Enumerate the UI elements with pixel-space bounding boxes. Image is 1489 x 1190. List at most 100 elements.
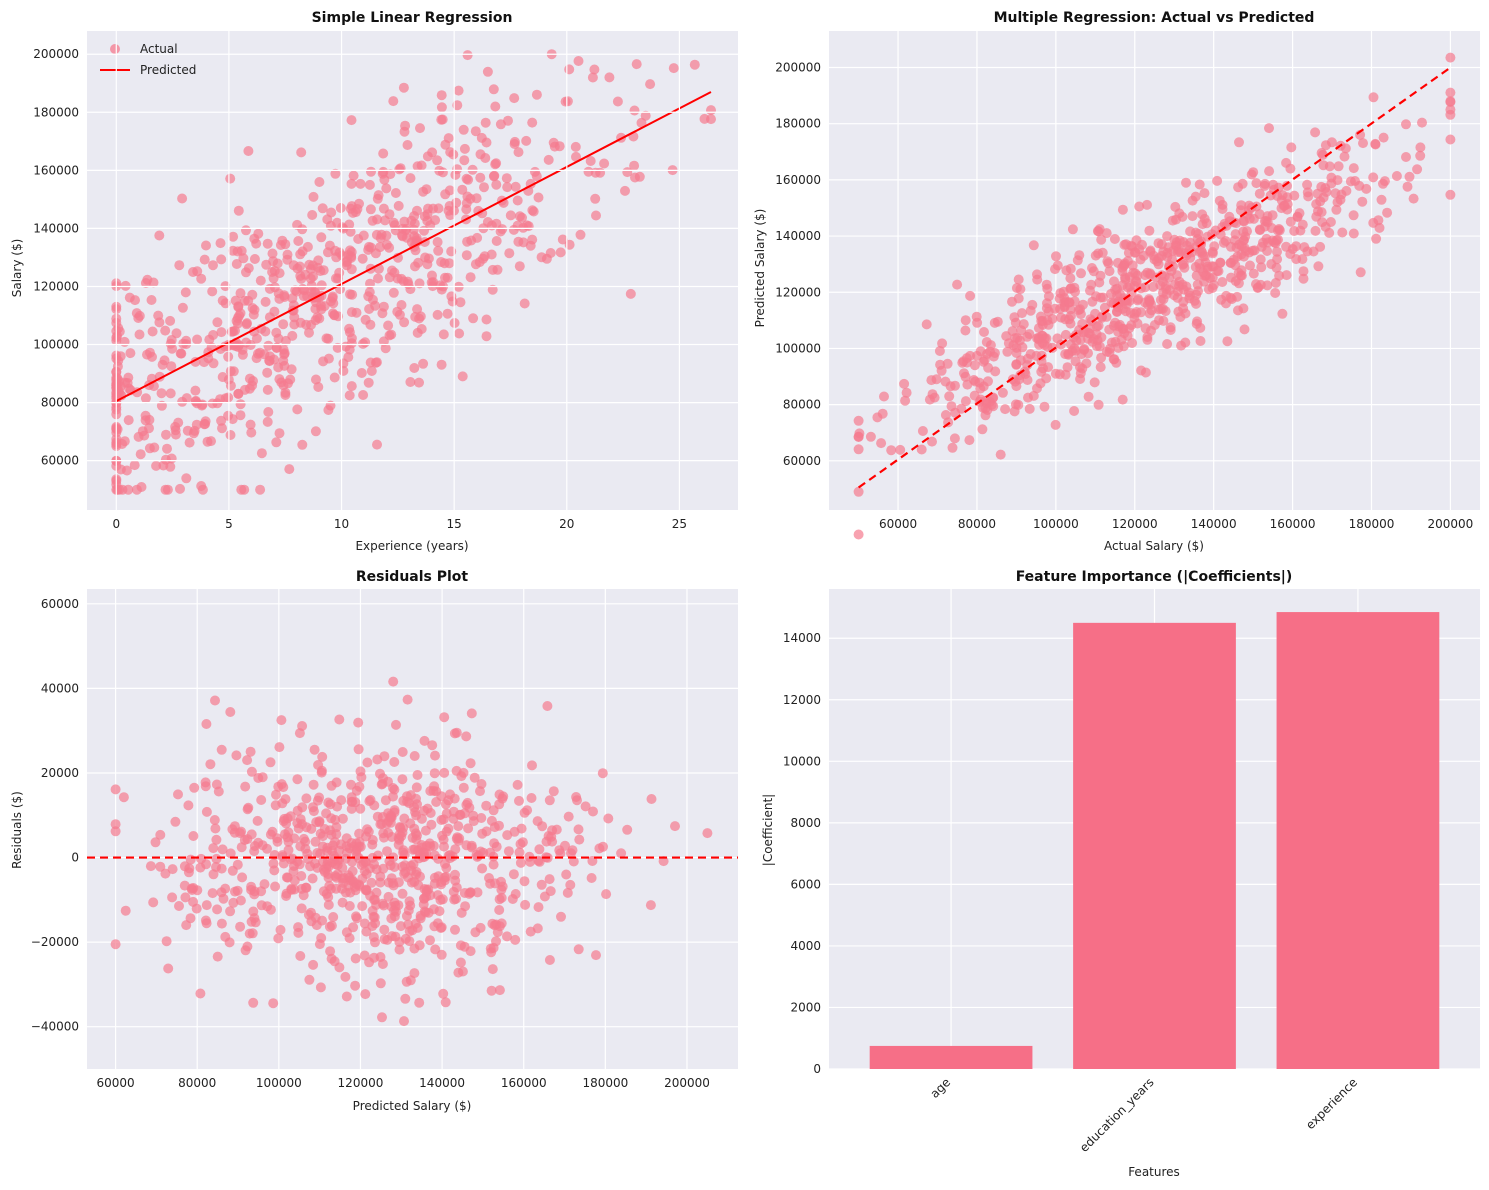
scatter-point bbox=[257, 840, 268, 851]
scatter-point bbox=[317, 751, 328, 762]
scatter-point bbox=[432, 155, 443, 166]
scatter-point bbox=[1061, 265, 1072, 276]
y-tick-label: 100000 bbox=[775, 341, 821, 355]
chart-title: Multiple Regression: Actual vs Predicted bbox=[994, 10, 1315, 26]
scatter-point bbox=[414, 377, 424, 388]
scatter-point bbox=[548, 786, 559, 797]
scatter-point bbox=[952, 279, 963, 290]
scatter-point bbox=[470, 927, 481, 938]
scatter-point bbox=[242, 318, 252, 329]
scatter-point bbox=[208, 869, 219, 880]
scatter-point bbox=[415, 910, 426, 921]
scatter-point bbox=[645, 900, 656, 911]
scatter-point bbox=[706, 114, 716, 125]
scatter-point bbox=[388, 676, 399, 687]
scatter-point bbox=[1277, 190, 1288, 201]
scatter-point bbox=[353, 744, 364, 755]
scatter-point bbox=[975, 383, 986, 394]
scatter-point bbox=[631, 59, 642, 70]
scatter-point bbox=[1052, 260, 1063, 271]
scatter-point bbox=[461, 173, 472, 184]
scatter-point bbox=[515, 857, 526, 868]
scatter-point bbox=[1332, 175, 1343, 186]
y-tick-label: 140000 bbox=[33, 221, 79, 235]
scatter-point bbox=[232, 341, 243, 352]
scatter-point bbox=[629, 160, 640, 171]
scatter-point bbox=[383, 320, 394, 331]
scatter-point bbox=[268, 998, 279, 1009]
scatter-point bbox=[1015, 284, 1026, 295]
scatter-point bbox=[957, 357, 968, 368]
scatter-point bbox=[318, 356, 329, 367]
scatter-point bbox=[458, 782, 469, 793]
scatter-point bbox=[646, 794, 657, 804]
scatter-point bbox=[337, 813, 348, 824]
scatter-point bbox=[306, 287, 317, 297]
scatter-point bbox=[509, 136, 520, 147]
scatter-point bbox=[1050, 419, 1061, 430]
bar-education-years bbox=[1073, 622, 1236, 1069]
scatter-point bbox=[1259, 180, 1270, 191]
scatter-point bbox=[612, 96, 623, 107]
scatter-point bbox=[1119, 239, 1130, 250]
x-tick-label: 140000 bbox=[419, 1076, 465, 1090]
y-tick-label: 180000 bbox=[33, 105, 79, 119]
scatter-point bbox=[362, 757, 373, 768]
scatter-point bbox=[234, 310, 245, 321]
scatter-point bbox=[1127, 338, 1138, 348]
scatter-point bbox=[416, 813, 427, 824]
scatter-point bbox=[427, 740, 438, 751]
scatter-point bbox=[334, 714, 345, 725]
scatter-point bbox=[418, 358, 429, 369]
scatter-point bbox=[1117, 394, 1128, 405]
scatter-point bbox=[486, 985, 497, 996]
scatter-point bbox=[1096, 352, 1107, 363]
scatter-point bbox=[436, 359, 447, 370]
scatter-point bbox=[293, 927, 304, 938]
scatter-point bbox=[424, 838, 435, 849]
scatter-point bbox=[239, 484, 250, 495]
scatter-point bbox=[187, 885, 198, 895]
scatter-point bbox=[1093, 226, 1104, 237]
scatter-point bbox=[177, 396, 188, 407]
scatter-point bbox=[1382, 207, 1393, 218]
scatter-point bbox=[325, 220, 336, 231]
scatter-point bbox=[261, 259, 272, 270]
scatter-point bbox=[645, 79, 656, 90]
scatter-point bbox=[482, 66, 493, 77]
scatter-point bbox=[389, 905, 399, 916]
scatter-point bbox=[583, 166, 594, 177]
scatter-point bbox=[503, 846, 514, 857]
scatter-point bbox=[170, 816, 181, 827]
scatter-point bbox=[455, 957, 466, 968]
scatter-point bbox=[1408, 193, 1419, 204]
scatter-point bbox=[387, 931, 397, 942]
scatter-point bbox=[286, 364, 297, 375]
scatter-point bbox=[886, 445, 897, 456]
scatter-point bbox=[1445, 87, 1456, 98]
y-tick-label: 160000 bbox=[33, 163, 79, 177]
y-tick-label: 80000 bbox=[783, 398, 821, 412]
scatter-point bbox=[327, 291, 338, 302]
scatter-point bbox=[165, 315, 176, 326]
y-axis-label: |Coefficient| bbox=[761, 794, 775, 866]
scatter-point bbox=[921, 319, 932, 330]
scatter-point bbox=[1220, 236, 1231, 246]
scatter-point bbox=[436, 284, 447, 295]
scatter-point bbox=[545, 248, 556, 258]
scatter-point bbox=[436, 257, 447, 267]
scatter-point bbox=[561, 869, 572, 880]
scatter-point bbox=[466, 708, 477, 719]
scatter-point bbox=[230, 325, 240, 336]
scatter-point bbox=[1165, 322, 1176, 333]
scatter-point bbox=[449, 728, 460, 739]
y-tick-label: 0 bbox=[71, 851, 79, 865]
scatter-point bbox=[147, 351, 157, 362]
scatter-point bbox=[585, 156, 596, 166]
scatter-point bbox=[444, 185, 455, 196]
scatter-point bbox=[1065, 273, 1076, 284]
scatter-point bbox=[1089, 377, 1100, 388]
scatter-point bbox=[572, 795, 582, 806]
scatter-point bbox=[403, 905, 414, 916]
scatter-point bbox=[1117, 303, 1128, 314]
